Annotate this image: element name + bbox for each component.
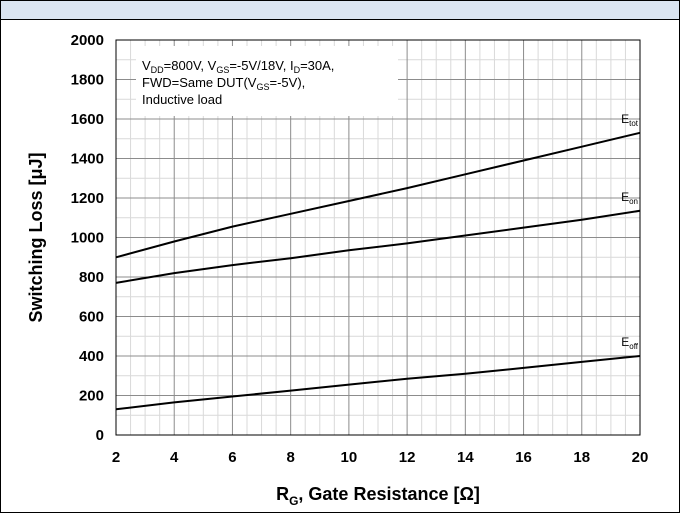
y-tick-labels: 0 200 400 600 800 1000 1200 1400 1600 1800 2000 [71,32,104,444]
y-tick-label: 600 [79,309,104,326]
y-tick-label: 1600 [71,111,104,128]
y-tick-label: 1400 [71,151,104,168]
series-label-sub: on [629,197,638,206]
series-line-on [115,209,641,284]
y-tick-label: 400 [79,348,104,365]
x-axis-title: RG, Gate Resistance [Ω] [276,484,480,508]
annotation-text: Inductive load [142,92,222,107]
header-band [1,1,679,20]
plot-area-border [115,39,641,436]
series-label-sub: off [629,342,639,351]
annotation-text: =30A, [300,58,334,73]
annotation-background [136,46,398,116]
x-tick-label: 4 [170,449,179,466]
annotation-text: V [142,58,151,73]
x-tick-label: 6 [228,449,236,466]
x-tick-label: 18 [573,449,590,466]
y-tick-label: 800 [79,269,104,286]
series-label-main: E [621,190,629,204]
x-title-sub: G [289,494,298,508]
series-label-sub: tot [629,119,639,128]
annotation-text: =800V, V [164,58,217,73]
annotation-subscript: GS [216,65,229,75]
annotation-text: FWD=Same DUT(V [142,75,257,90]
y-tick-label: 0 [96,427,104,444]
x-title-rest: , Gate Resistance [Ω] [298,484,480,504]
x-tick-labels: 2 4 6 8 10 12 14 16 18 20 [112,449,649,466]
y-tick-label: 200 [79,388,104,405]
annotation-subscript: D [294,65,301,75]
annotation-line: FWD=Same DUT(VGS=-5V), [142,75,305,92]
x-tick-label: 10 [341,449,358,466]
series-label-on: Eon [621,190,638,206]
annotation-line: Inductive load [142,92,222,107]
series-label-main: E [621,112,629,126]
x-tick-label: 14 [457,449,474,466]
y-tick-label: 1800 [71,72,104,89]
series-line-off [115,355,641,411]
annotation-subscript: DD [151,65,164,75]
x-tick-label: 12 [399,449,416,466]
series-label-main: E [621,335,629,349]
series-label-tot: Etot [621,112,639,128]
annotation-line: VDD=800V, VGS=-5V/18V, ID=30A, [142,58,334,75]
y-axis-title: Switching Loss [μJ] [26,152,46,322]
y-tick-label: 1000 [71,230,104,247]
annotation-text: =-5V), [270,75,306,90]
y-tick-label: 1200 [71,190,104,207]
y-tick-label: 2000 [71,32,104,49]
annotation-text: =-5V/18V, I [229,58,293,73]
x-tick-label: 20 [632,449,649,466]
series-line-tot [115,131,641,259]
x-title-main: R [276,484,289,504]
test-conditions-annotation: VDD=800V, VGS=-5V/18V, ID=30A,FWD=Same D… [136,46,398,116]
x-tick-label: 8 [286,449,294,466]
annotation-subscript: GS [256,82,269,92]
series-label-off: Eoff [621,335,639,351]
x-tick-label: 2 [112,449,120,466]
x-tick-label: 16 [515,449,532,466]
